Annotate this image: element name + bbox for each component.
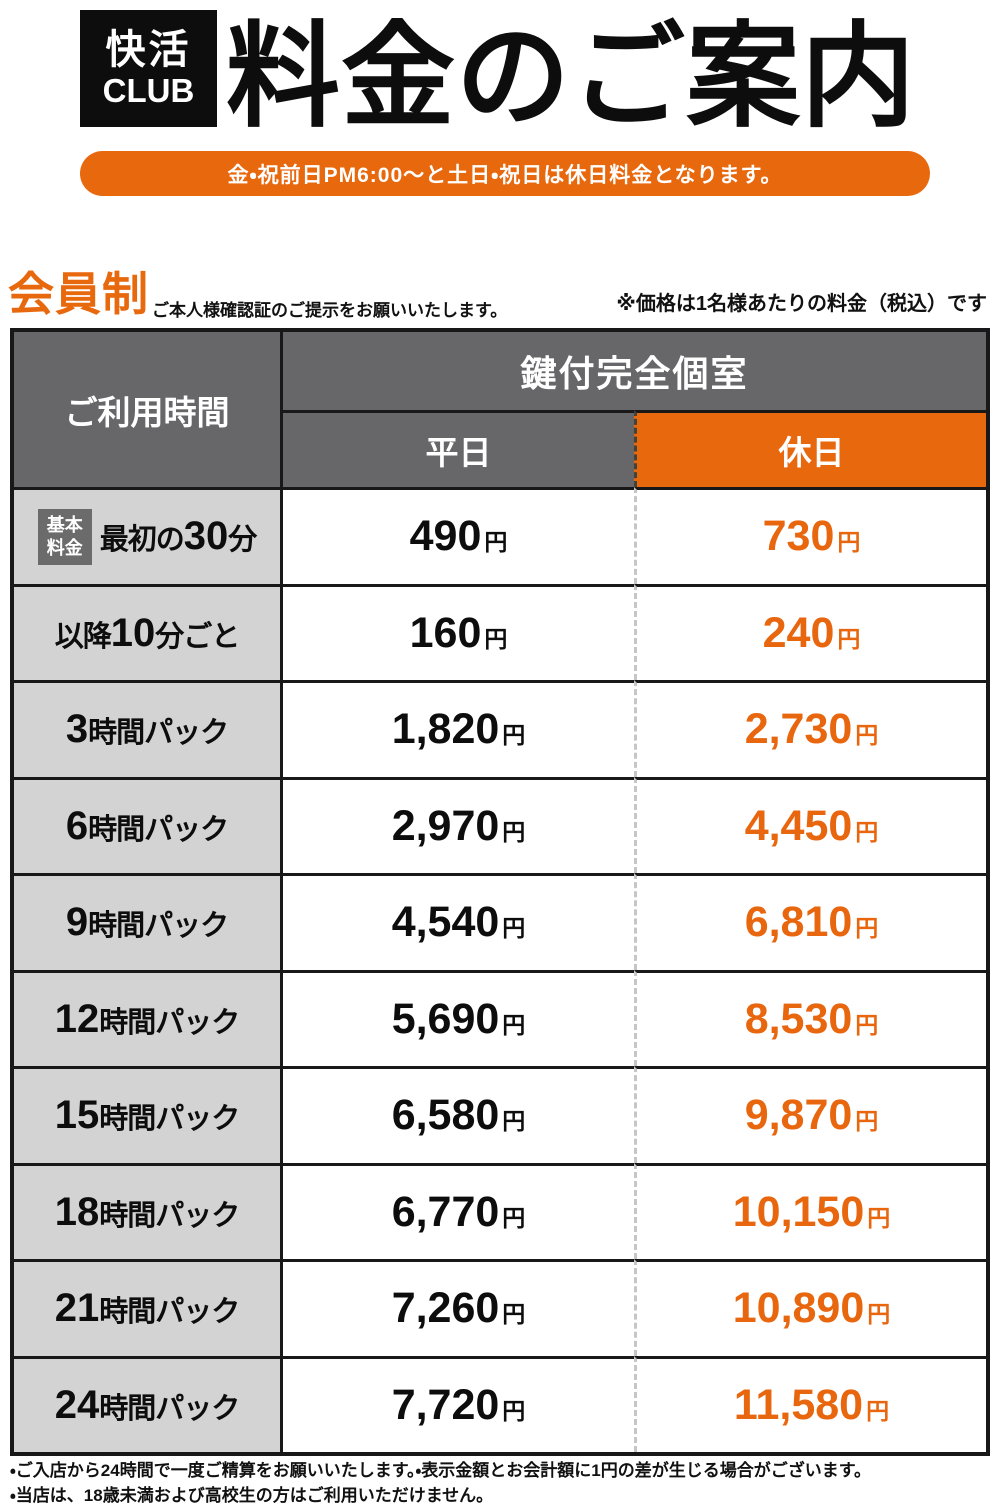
row-label-cell: 9時間パック	[14, 873, 283, 970]
weekday-price-cell: 6,580 円	[283, 1066, 634, 1163]
weekday-price-cell: 7,720 円	[283, 1355, 634, 1452]
price-value: 6,810 円	[744, 898, 879, 947]
row-label-cell: 以降10分ごと	[14, 583, 283, 680]
price-value: 730 円	[762, 512, 861, 561]
row-label-text: 以降10分ごと	[54, 610, 241, 655]
weekday-price-cell: 490 円	[283, 487, 634, 584]
weekday-price-cell: 7,260 円	[283, 1259, 634, 1356]
membership-note: ご本人様確認証のご提示をお願いいたします。	[152, 301, 508, 320]
holiday-price-cell: 10,150 円	[634, 1162, 986, 1259]
logo-jp-text: 快活	[105, 28, 192, 73]
footer-notes: ・ご入店から24時間で一度ご精算をお願いいたします。・表示金額とお会計額に1円の…	[10, 1458, 995, 1508]
holiday-rate-banner: 金・祝前日PM6:00〜と土日・祝日は休日料金となります。	[80, 151, 930, 196]
holiday-price-cell: 8,530 円	[634, 969, 986, 1066]
price-value: 6,770 円	[391, 1187, 526, 1236]
holiday-price-cell: 9,870 円	[634, 1066, 986, 1163]
price-value: 9,870 円	[744, 1091, 879, 1140]
row-label-text: 6時間パック	[65, 803, 229, 848]
price-value: 10,890 円	[732, 1284, 891, 1333]
row-label-text: 15時間パック	[54, 1093, 241, 1138]
row-label-text: 24時間パック	[54, 1382, 241, 1427]
footer-note-line1: ・ご入店から24時間で一度ご精算をお願いいたします。・表示金額とお会計額に1円の…	[10, 1461, 872, 1480]
weekday-price-cell: 2,970 円	[283, 776, 634, 873]
holiday-price-cell: 240 円	[634, 583, 986, 680]
tax-included-note: ※価格は1名様あたりの料金（税込）です	[616, 293, 987, 315]
price-value: 7,260 円	[391, 1284, 526, 1333]
column-header-weekday: 平日	[283, 410, 634, 487]
price-value: 2,970 円	[391, 801, 526, 850]
price-value: 6,580 円	[391, 1091, 526, 1140]
holiday-price-cell: 2,730 円	[634, 680, 986, 777]
price-value: 4,540 円	[391, 898, 526, 947]
footer-note-line2: ・当店は、18歳未満および高校生の方はご利用いただけません。	[10, 1486, 494, 1505]
weekday-price-cell: 160 円	[283, 583, 634, 680]
weekday-price-cell: 4,540 円	[283, 873, 634, 970]
row-label-text: 18時間パック	[54, 1189, 241, 1234]
price-value: 5,690 円	[391, 994, 526, 1043]
price-value: 1,820 円	[391, 705, 526, 754]
row-label-cell: 6時間パック	[14, 776, 283, 873]
price-value: 490 円	[409, 512, 508, 561]
kaikatsu-club-logo: 快活 CLUB	[80, 10, 217, 127]
row-label-cell: 12時間パック	[14, 969, 283, 1066]
row-label-cell: 3時間パック	[14, 680, 283, 777]
price-value: 11,580 円	[733, 1380, 890, 1429]
row-label-cell: 基本 料金 最初の30分	[14, 487, 283, 584]
price-value: 4,450 円	[744, 801, 879, 850]
holiday-price-cell: 730 円	[634, 487, 986, 584]
price-value: 8,530 円	[744, 994, 879, 1043]
row-label-cell: 15時間パック	[14, 1066, 283, 1163]
holiday-price-cell: 10,890 円	[634, 1259, 986, 1356]
weekday-price-cell: 1,820 円	[283, 680, 634, 777]
row-label-cell: 18時間パック	[14, 1162, 283, 1259]
row-label-cell: 24時間パック	[14, 1355, 283, 1452]
pricing-table: ご利用時間 鍵付完全個室 平日 休日 基本 料金 最初の30分 490 円 730 円以降1…	[10, 328, 990, 1456]
price-value: 160 円	[409, 608, 508, 657]
row-label-text: 3時間パック	[65, 707, 229, 752]
basic-fee-badge: 基本 料金	[37, 508, 92, 565]
row-label-text: 9時間パック	[65, 900, 229, 945]
row-label-text: 21時間パック	[54, 1286, 241, 1331]
row-label-text: 12時間パック	[54, 996, 241, 1041]
column-header-private-room: 鍵付完全個室	[283, 332, 986, 410]
holiday-price-cell: 6,810 円	[634, 873, 986, 970]
logo-en-text: CLUB	[102, 72, 195, 110]
membership-heading: 会員制	[8, 268, 149, 320]
price-value: 7,720 円	[391, 1380, 526, 1429]
column-header-usage-time: ご利用時間	[14, 332, 283, 487]
row-label-text: 最初の30分	[99, 514, 258, 559]
price-value: 240 円	[762, 608, 861, 657]
weekday-price-cell: 5,690 円	[283, 969, 634, 1066]
row-label-cell: 21時間パック	[14, 1259, 283, 1356]
price-value: 10,150 円	[732, 1187, 891, 1236]
column-header-holiday: 休日	[634, 410, 986, 487]
price-value: 2,730 円	[744, 705, 879, 754]
weekday-price-cell: 6,770 円	[283, 1162, 634, 1259]
holiday-price-cell: 11,580 円	[634, 1355, 986, 1452]
holiday-price-cell: 4,450 円	[634, 776, 986, 873]
page-title: 料金のご案内	[226, 14, 917, 141]
